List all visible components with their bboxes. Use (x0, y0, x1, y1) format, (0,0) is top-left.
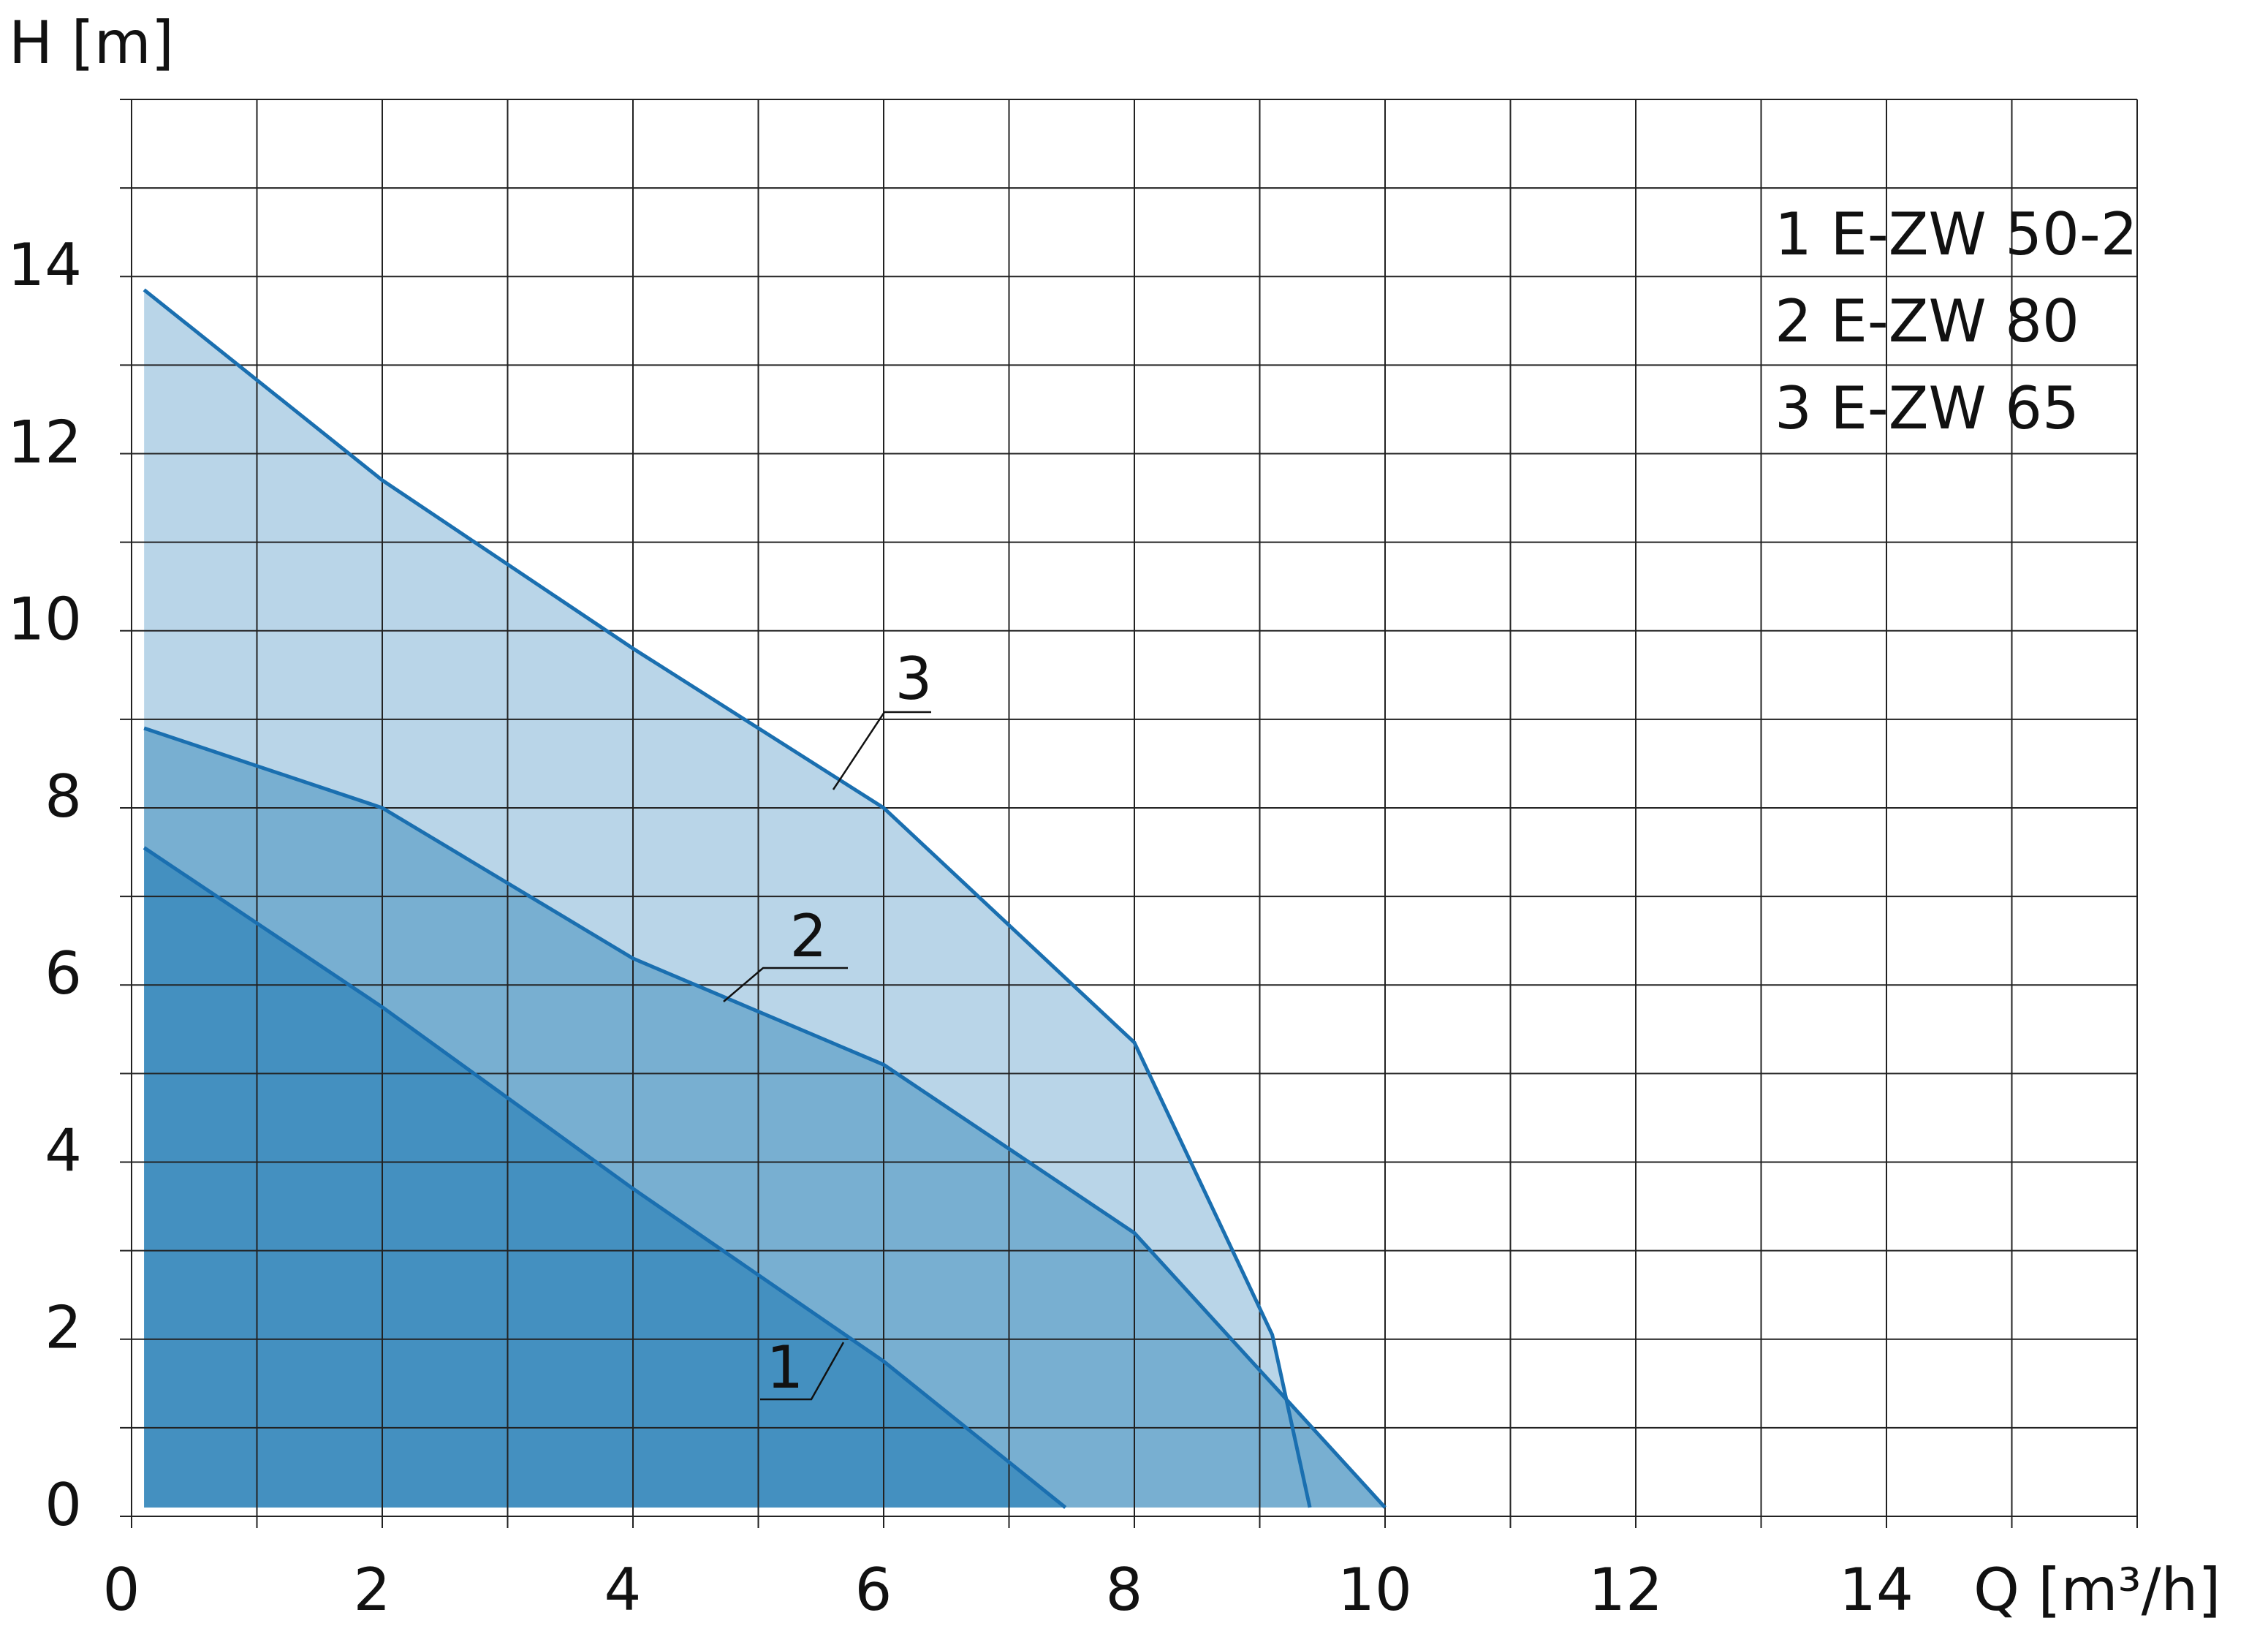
lines (143, 288, 1387, 1509)
legend-entry: 3 E-ZW 65 (1775, 374, 2079, 442)
curve-line (143, 846, 1067, 1509)
leader-line (760, 1342, 845, 1401)
y-tick-label: 0 (45, 1471, 82, 1539)
legend-entry: 1 E-ZW 50-2 (1775, 200, 2138, 268)
curve-line (143, 288, 1312, 1508)
y-axis-label: H [m] (9, 9, 174, 77)
grid (120, 99, 2138, 1528)
y-tick-label: 10 (7, 586, 82, 654)
x-tick-label: 6 (855, 1556, 892, 1624)
curve-label: 2 (790, 902, 827, 970)
x-tick-label: 10 (1338, 1556, 1412, 1624)
leader-line (723, 967, 848, 1002)
x-tick-label: 2 (354, 1556, 391, 1624)
x-tick-label: 0 (103, 1556, 140, 1624)
y-tick-label: 6 (45, 939, 82, 1007)
leader-line (832, 711, 931, 790)
areas (144, 290, 1385, 1508)
y-tick-label: 8 (45, 763, 82, 831)
y-tick-label: 14 (7, 231, 82, 299)
x-tick-label: 12 (1588, 1556, 1663, 1624)
y-tick-label: 2 (45, 1294, 82, 1362)
legend-entry: 2 E-ZW 80 (1775, 287, 2079, 355)
x-tick-label: 4 (604, 1556, 642, 1624)
curve-line (143, 726, 1387, 1509)
x-tick-label: 14 (1839, 1556, 1914, 1624)
y-tick-label: 12 (7, 408, 82, 476)
x-axis-label: Q [m³/h] (1973, 1556, 2220, 1624)
curve-label: 3 (895, 645, 933, 713)
x-tick-label: 8 (1106, 1556, 1143, 1624)
curve-label: 1 (767, 1334, 804, 1402)
area-fill (144, 847, 1066, 1508)
y-tick-label: 4 (45, 1116, 82, 1184)
labels: 0 2 4 6 8 10 12 14 0 2 4 6 8 10 12 14 3 3 E-ZW 65 2 2 E-ZW … (7, 200, 2137, 1624)
